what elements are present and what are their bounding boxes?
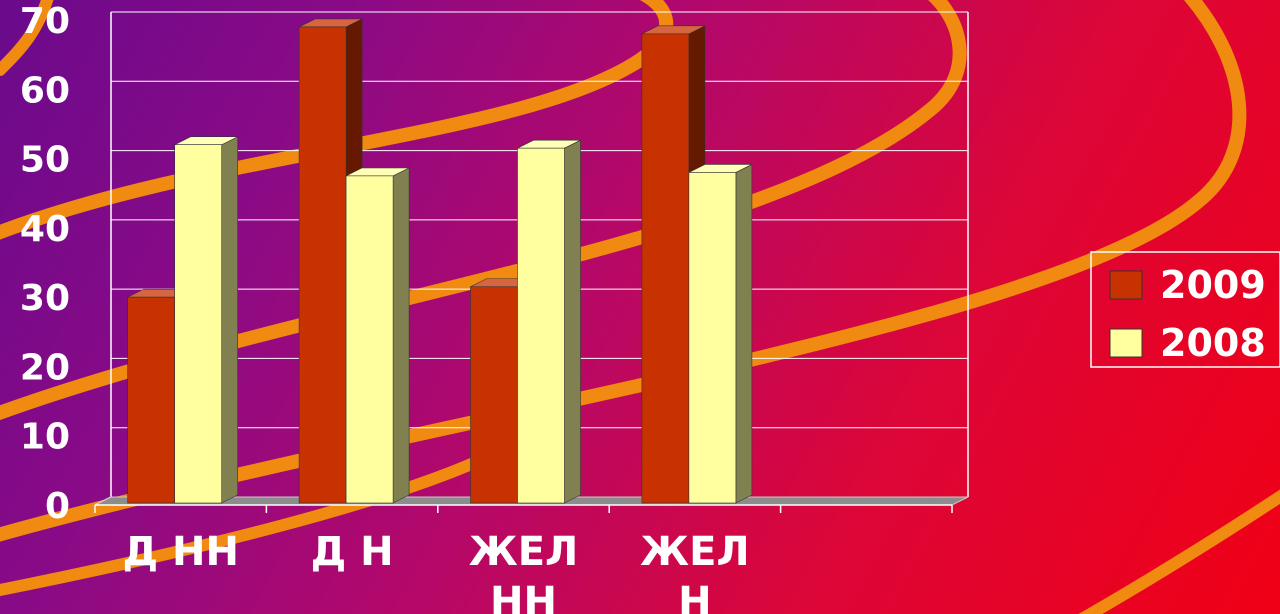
bar	[174, 144, 222, 504]
bar-side	[564, 139, 581, 504]
chart-area: 0 10 20 30 40 50 60 70 Д НН Д Н ЖЕЛ НН ЖЕЛ Н	[20, 1, 969, 614]
swirl-arc-5	[1078, 489, 1280, 614]
bar	[470, 286, 518, 504]
y-tick-label: 30	[20, 278, 70, 319]
legend-box	[1090, 251, 1280, 368]
bar-side	[392, 167, 410, 504]
x-category-label: Н	[678, 579, 711, 614]
swirl-arc-4	[0, 434, 526, 596]
bar	[641, 33, 690, 504]
bar-group	[517, 139, 581, 504]
y-tick-label: 60	[20, 70, 70, 111]
legend-swatch	[1109, 328, 1143, 358]
y-tick-label: 10	[20, 417, 70, 458]
bar	[298, 26, 347, 504]
y-tick-label: 70	[20, 1, 70, 42]
bar-group	[345, 167, 410, 504]
swirl-arc-6	[0, 0, 54, 76]
legend-swatch	[1109, 270, 1143, 300]
y-tick-label: 40	[20, 209, 70, 250]
x-category-label: ЖЕЛ	[469, 529, 579, 575]
bar-side	[221, 136, 238, 504]
x-category-label: ЖЕЛ	[640, 529, 750, 575]
legend: 2009 2008	[1090, 251, 1280, 368]
bar	[127, 296, 175, 504]
legend-label: 2009	[1160, 263, 1266, 307]
bar	[345, 175, 394, 504]
y-tick-label: 0	[45, 486, 70, 527]
y-tick-label: 50	[20, 140, 70, 181]
bar	[517, 147, 565, 504]
bar	[688, 172, 737, 504]
y-tick-label: 20	[20, 347, 70, 388]
bar-group	[174, 136, 238, 504]
bar-group	[688, 163, 753, 504]
x-category-label: Д НН	[122, 529, 239, 575]
legend-label: 2008	[1160, 321, 1266, 365]
bar-side	[735, 163, 753, 504]
x-category-label: НН	[490, 579, 557, 614]
x-category-label: Д Н	[311, 529, 394, 575]
